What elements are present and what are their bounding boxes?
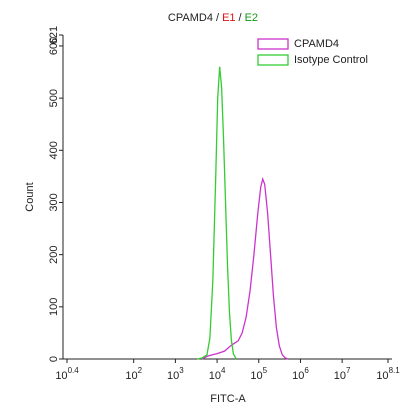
x-tick-label: 100.4 [55, 366, 79, 382]
legend-label: CPAMD4 [294, 38, 339, 50]
title-part: CPAMD4 / [168, 12, 220, 24]
y-tick-label: 200 [48, 245, 60, 263]
title-part: E1 [222, 12, 235, 24]
title-part: E2 [245, 12, 258, 24]
x-tick-label: 102 [125, 366, 142, 382]
y-tick-label: 0 [48, 356, 60, 362]
legend-swatch [257, 38, 289, 50]
x-tick-label: 106 [292, 366, 309, 382]
x-tick-label: 104 [209, 366, 226, 382]
y-tick-label: 621 [48, 26, 60, 44]
y-tick-label: 500 [48, 89, 60, 107]
y-tick-label: 300 [48, 193, 60, 211]
series-line [196, 66, 237, 360]
legend-swatch [257, 54, 289, 66]
x-axis-label: FITC-A [210, 393, 246, 405]
x-tick-label: 107 [334, 366, 351, 382]
title-part: / [239, 12, 243, 24]
y-tick-label: 100 [48, 298, 60, 316]
y-tick-label: 600 [48, 37, 60, 55]
legend-label: Isotype Control [294, 54, 368, 66]
series-line [201, 176, 289, 360]
chart-title: CPAMD4 /E1 /E2 [168, 12, 258, 24]
x-tick-label: 103 [167, 366, 184, 382]
y-axis-label: Count [24, 182, 36, 211]
y-tick-label: 400 [48, 141, 60, 159]
x-tick-label: 108.1 [376, 366, 400, 382]
x-tick-label: 105 [250, 366, 267, 382]
